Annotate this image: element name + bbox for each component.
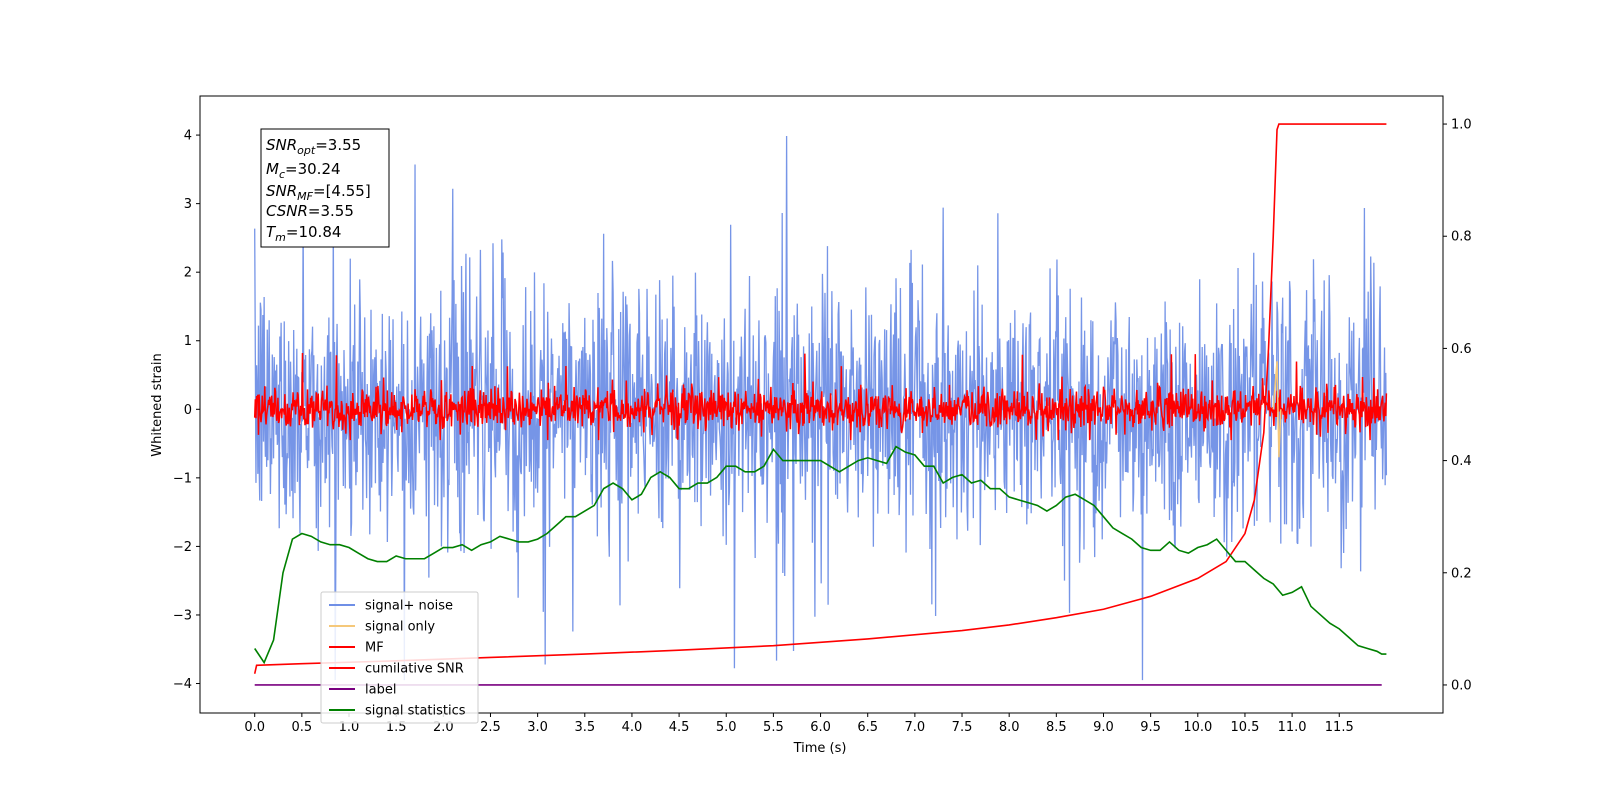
legend-label: cumilative SNR [365, 662, 464, 677]
y-left-tick-label: 0 [184, 403, 192, 418]
x-axis-label: Time (s) [793, 741, 847, 756]
y-axis-label-left: Whitened strain [150, 353, 165, 456]
x-axis: 0.0 0.5 1.0 1.5 2.0 2.5 3.0 3.5 4.0 4.5 5.0 5.5 6.0 6… [244, 713, 1354, 735]
annotation-mc: Mc=30.24 [266, 160, 341, 181]
x-tick-label: 5.0 [716, 720, 737, 735]
x-tick-label: 3.0 [527, 720, 548, 735]
y-right-tick-label: 0.8 [1451, 230, 1472, 245]
annotation-snr-mf: SNRMF=[4.55] [266, 182, 371, 203]
x-tick-label: 8.0 [999, 720, 1020, 735]
x-tick-label: 11.5 [1325, 720, 1354, 735]
y-right-tick-label: 0.4 [1451, 454, 1472, 469]
x-tick-label: 7.0 [905, 720, 926, 735]
y-axis-left: −4 −3 −2 −1 0 1 2 3 4 [173, 129, 200, 692]
x-tick-label: 10.0 [1183, 720, 1212, 735]
x-tick-label: 10.5 [1230, 720, 1259, 735]
series-mf [253, 353, 1388, 441]
legend-label: signal statistics [365, 704, 466, 719]
y-right-tick-label: 0.2 [1451, 566, 1472, 581]
series-signal-statistics [254, 445, 1387, 665]
x-tick-label: 1.0 [339, 720, 360, 735]
y-axis-right: 0.0 0.2 0.4 0.6 0.8 1.0 [1443, 118, 1472, 693]
x-tick-label: 0.0 [244, 720, 265, 735]
annotation-tm: Tm=10.84 [266, 223, 341, 244]
x-tick-label: 3.5 [574, 720, 595, 735]
x-tick-label: 4.0 [622, 720, 643, 735]
y-right-tick-label: 0.6 [1451, 342, 1472, 357]
legend-label: signal+ noise [365, 599, 453, 614]
series-signal-only [1272, 361, 1282, 458]
y-left-tick-label: 4 [184, 129, 192, 144]
legend-label: label [365, 683, 396, 698]
x-tick-label: 11.0 [1278, 720, 1307, 735]
y-left-tick-label: −3 [173, 608, 192, 623]
x-tick-label: 9.0 [1093, 720, 1114, 735]
axes-frame [199, 95, 1444, 714]
y-left-tick-label: 1 [184, 334, 192, 349]
x-tick-label: 6.0 [810, 720, 831, 735]
y-right-tick-label: 0.0 [1451, 678, 1472, 693]
x-tick-label: 9.5 [1140, 720, 1161, 735]
x-tick-label: 4.5 [669, 720, 690, 735]
x-tick-label: 5.5 [763, 720, 784, 735]
y-left-tick-label: −1 [173, 471, 192, 486]
x-tick-label: 0.5 [292, 720, 313, 735]
annotation-snr-opt: SNRopt=3.55 [266, 136, 361, 157]
x-tick-label: 2.0 [433, 720, 454, 735]
annotation-box: SNRopt=3.55 Mc=30.24 SNRMF=[4.55] CSNR=3… [260, 128, 390, 248]
legend-label: MF [365, 641, 384, 656]
y-left-tick-label: −2 [173, 540, 192, 555]
y-right-tick-label: 1.0 [1451, 118, 1472, 133]
legend: signal+ noise signal only MF cumilative SNR… [320, 591, 479, 724]
x-tick-label: 2.5 [480, 720, 501, 735]
x-tick-label: 6.5 [857, 720, 878, 735]
y-left-tick-label: −4 [173, 677, 192, 692]
x-tick-label: 1.5 [386, 720, 407, 735]
x-tick-label: 7.5 [952, 720, 973, 735]
y-left-tick-label: 2 [184, 266, 192, 281]
x-tick-label: 8.5 [1046, 720, 1067, 735]
y-left-tick-label: 3 [184, 197, 192, 212]
annotation-csnr: CSNR=3.55 [266, 202, 354, 220]
legend-label: signal only [365, 620, 435, 635]
